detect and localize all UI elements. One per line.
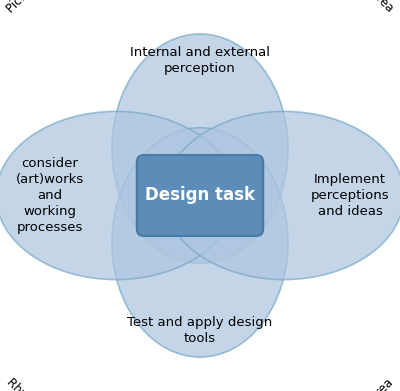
Ellipse shape bbox=[0, 111, 236, 280]
Text: consider
(art)works
and
working
processes: consider (art)works and working processe… bbox=[16, 157, 84, 234]
Ellipse shape bbox=[164, 111, 400, 280]
Text: spatial/plastic area: spatial/plastic area bbox=[307, 0, 396, 15]
Text: Design task: Design task bbox=[145, 187, 255, 204]
Text: Creative area: Creative area bbox=[330, 376, 396, 391]
Text: Implement
perceptions
and ideas: Implement perceptions and ideas bbox=[311, 173, 389, 218]
Ellipse shape bbox=[112, 128, 288, 357]
Text: Pictorial/scenic area: Pictorial/scenic area bbox=[4, 0, 97, 15]
FancyBboxPatch shape bbox=[137, 155, 263, 236]
Text: Rhythmic/dynamic area: Rhythmic/dynamic area bbox=[4, 376, 113, 391]
Text: Internal and external
perception: Internal and external perception bbox=[130, 46, 270, 75]
Ellipse shape bbox=[112, 34, 288, 263]
Text: Test and apply design
tools: Test and apply design tools bbox=[127, 316, 273, 345]
